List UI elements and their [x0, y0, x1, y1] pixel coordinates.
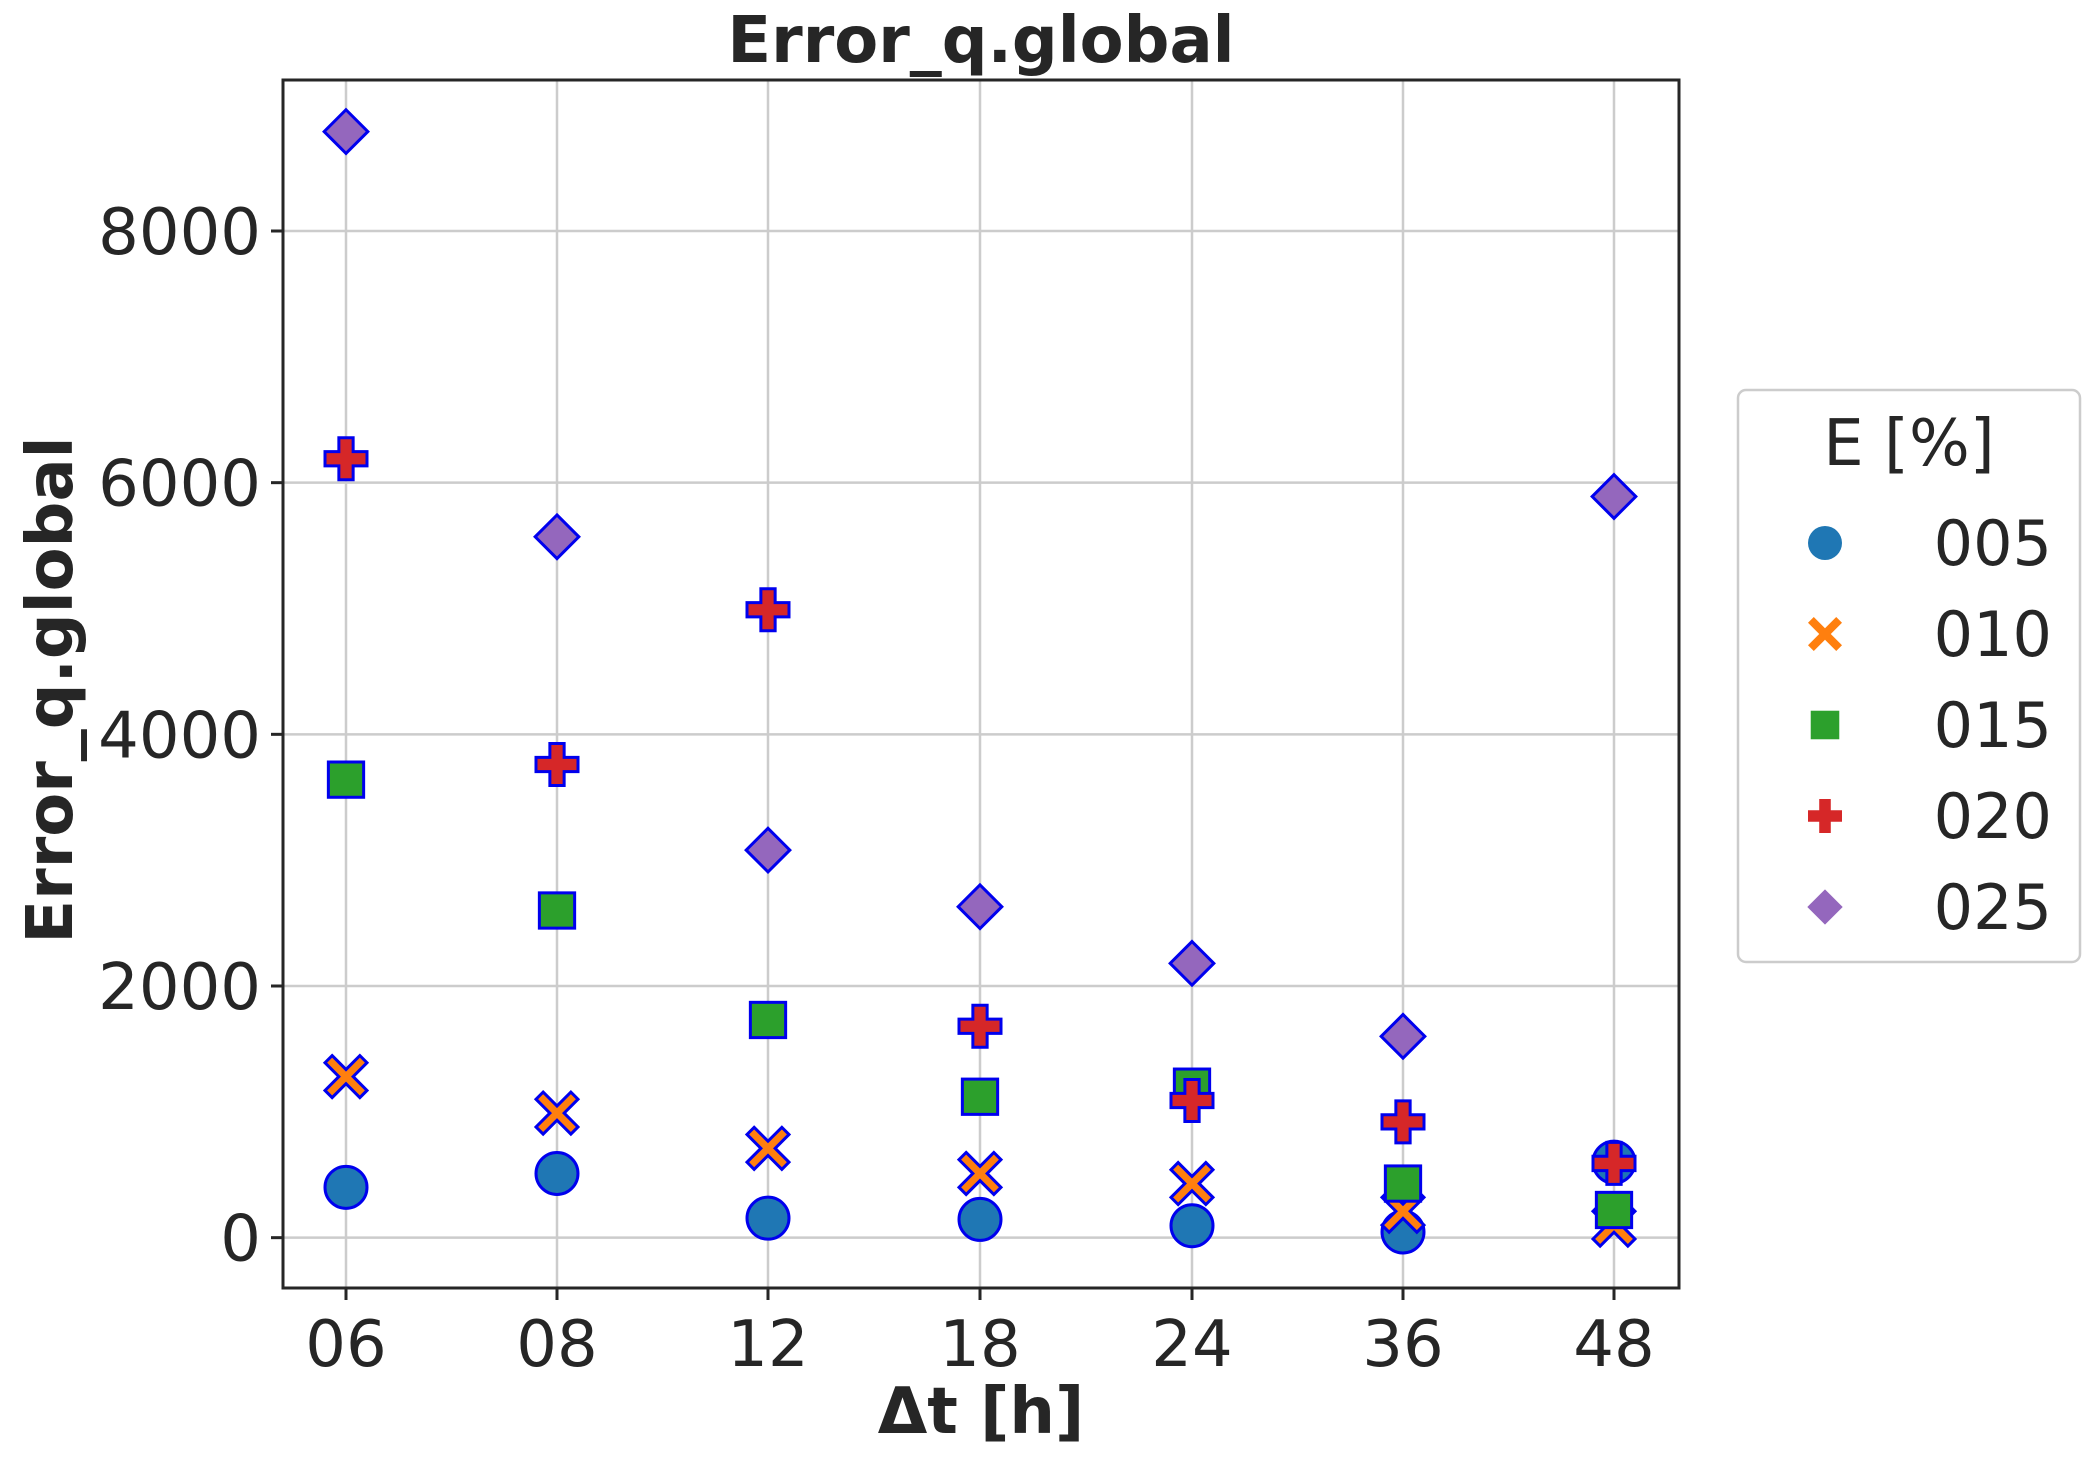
legend-item: 005 — [1808, 507, 2052, 580]
y-tick-label: 6000 — [98, 448, 261, 522]
x-tick-label: 24 — [1151, 1308, 1232, 1382]
y-axis-label: Error_q.global — [14, 436, 88, 943]
grid-lines — [283, 80, 1679, 1288]
data-points — [322, 107, 1638, 1255]
data-point — [534, 742, 580, 788]
legend-label: 005 — [1934, 507, 2052, 580]
data-point — [1169, 1078, 1215, 1124]
data-point — [960, 1077, 1000, 1116]
y-tick-label: 0 — [220, 1203, 261, 1277]
data-point — [326, 760, 366, 799]
legend-marker — [1808, 617, 1842, 651]
legend-label: 020 — [1934, 780, 2052, 853]
data-point — [957, 1003, 1003, 1049]
data-point — [745, 587, 791, 633]
chart-title: Error_q.global — [727, 4, 1234, 78]
y-tick-label: 2000 — [98, 951, 261, 1025]
data-point — [744, 826, 792, 875]
legend-item: 010 — [1808, 598, 2052, 671]
y-tick-label: 4000 — [98, 699, 261, 773]
legend-item: 025 — [1807, 871, 2052, 944]
legend-marker — [1807, 889, 1843, 925]
data-point — [1591, 1140, 1637, 1186]
x-tick-label: 12 — [727, 1308, 808, 1382]
legend-item: 015 — [1810, 689, 2052, 762]
data-point — [322, 107, 370, 156]
legend: E [%] 005 010 015 020 025 — [1736, 388, 2082, 964]
data-point — [1168, 1160, 1216, 1207]
legend-item: 020 — [1808, 780, 2052, 853]
legend-label: 025 — [1934, 871, 2052, 944]
data-point — [1379, 1012, 1427, 1061]
x-tick-label: 36 — [1362, 1308, 1443, 1382]
series-020 — [323, 436, 1637, 1186]
data-point — [1590, 472, 1638, 521]
legend-title: E [%] — [1823, 407, 1995, 481]
x-tick-label: 18 — [939, 1308, 1020, 1382]
data-point — [1168, 939, 1216, 988]
data-point — [322, 1053, 370, 1100]
data-point — [533, 512, 581, 561]
legend-marker — [1810, 710, 1840, 740]
data-point — [745, 1195, 791, 1241]
axis-ticks: 06 08 12 18 24 36 48 0 2000 4000 6000 8000 — [98, 196, 1655, 1382]
data-point — [1383, 1164, 1423, 1203]
data-point — [744, 1125, 792, 1172]
legend-marker — [1808, 799, 1842, 833]
x-axis-label: Δt [h] — [878, 1375, 1084, 1449]
x-tick-label: 06 — [305, 1308, 386, 1382]
legend-marker — [1808, 526, 1842, 560]
x-tick-label: 08 — [516, 1308, 597, 1382]
data-point — [1169, 1203, 1215, 1249]
y-tick-label: 8000 — [98, 196, 261, 270]
legend-label: 010 — [1934, 598, 2052, 671]
data-point — [956, 1150, 1004, 1197]
data-point — [533, 1089, 581, 1137]
data-point — [534, 1150, 580, 1196]
data-point — [323, 1164, 369, 1210]
data-point — [1380, 1099, 1426, 1145]
series-025 — [322, 107, 1638, 1061]
data-point — [957, 1196, 1003, 1242]
x-tick-label: 48 — [1573, 1308, 1654, 1382]
data-point — [748, 1000, 788, 1040]
data-point — [323, 436, 369, 482]
data-point — [956, 882, 1004, 931]
data-point — [1594, 1190, 1634, 1230]
legend-items: 005 010 015 020 025 — [1807, 507, 2052, 944]
legend-label: 015 — [1934, 689, 2052, 762]
data-point — [537, 891, 577, 930]
